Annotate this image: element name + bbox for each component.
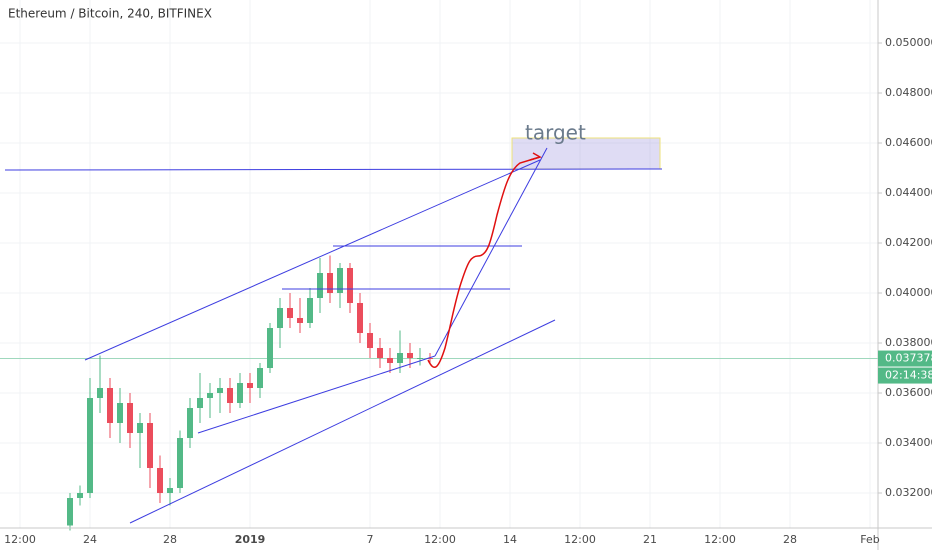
x-tick-label: 7	[367, 533, 374, 546]
candle-body	[107, 388, 113, 423]
candle-body	[427, 358, 433, 359]
candle-body	[407, 353, 413, 358]
x-tick-label: 12:00	[424, 533, 456, 546]
candle-body	[117, 403, 123, 423]
x-tick-label: 2019	[235, 533, 266, 546]
candle-body	[207, 393, 213, 398]
candle-body	[97, 388, 103, 398]
candle-body	[217, 388, 223, 393]
projection-arrow	[529, 152, 542, 161]
candle-body	[377, 348, 383, 358]
x-tick-label: 14	[503, 533, 517, 546]
target-zone	[511, 137, 661, 170]
candle-body	[257, 368, 263, 388]
x-tick-label: 12:00	[704, 533, 736, 546]
x-tick-label: 24	[83, 533, 97, 546]
countdown-box	[878, 367, 932, 384]
candle-body	[167, 488, 173, 493]
candle-body	[327, 273, 333, 293]
candle-body	[247, 383, 253, 388]
countdown-label: 02:14:38	[885, 369, 932, 382]
projection-curve	[427, 156, 541, 369]
candle-body	[267, 328, 273, 368]
candle-body	[417, 358, 423, 359]
x-tick-label: 12:00	[564, 533, 596, 546]
candle-body	[137, 423, 143, 433]
candle-body	[177, 438, 183, 488]
candle-body	[197, 398, 203, 408]
x-tick-label: 21	[643, 533, 657, 546]
candle-body	[347, 268, 353, 303]
x-tick-label: 28	[163, 533, 177, 546]
candle-body	[397, 353, 403, 363]
trend-line	[197, 355, 436, 434]
grid	[0, 0, 878, 528]
trend-line	[129, 319, 556, 524]
candle-body	[87, 398, 93, 493]
candle-body	[297, 318, 303, 323]
candle-body	[317, 273, 323, 298]
candle-body	[337, 268, 343, 293]
candle-body	[147, 423, 153, 468]
chart-title: Ethereum / Bitcoin, 240, BITFINEX	[8, 7, 212, 21]
candle-body	[387, 358, 393, 363]
candle-body	[367, 333, 373, 348]
candle-body	[127, 403, 133, 433]
candle-body	[77, 493, 83, 498]
candle-body	[227, 388, 233, 403]
last-price-box	[878, 350, 932, 367]
x-tick-label: Feb	[860, 533, 879, 546]
x-tick-label: 28	[783, 533, 797, 546]
candle-body	[237, 383, 243, 403]
candle-body	[67, 498, 73, 526]
candle-body	[307, 298, 313, 323]
last-price-label: 0.037378	[885, 352, 932, 365]
x-tick-label: 12:00	[4, 533, 36, 546]
candle-body	[187, 408, 193, 438]
candle-body	[287, 308, 293, 318]
trend-line	[84, 159, 541, 361]
trend-line	[434, 147, 548, 357]
trend-line	[4, 168, 663, 171]
candle-body	[277, 308, 283, 328]
drawings	[4, 137, 663, 524]
annotation: target	[525, 121, 586, 145]
candle-body	[157, 468, 163, 493]
y-tick-label: 0.050000	[885, 36, 932, 49]
candle-body	[357, 303, 363, 333]
